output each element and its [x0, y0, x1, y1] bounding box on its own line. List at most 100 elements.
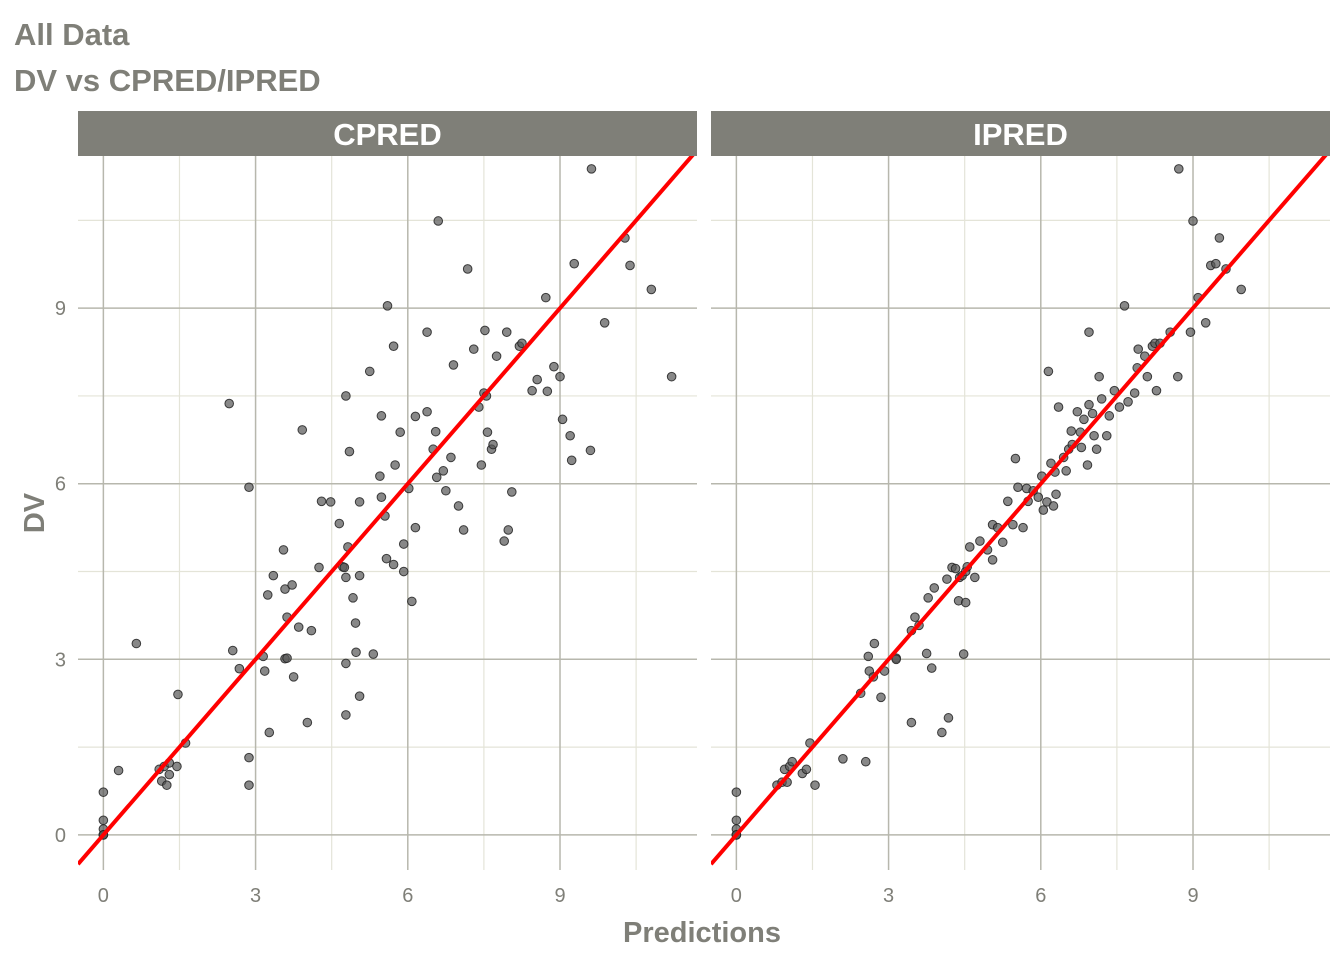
x-axis-title: Predictions	[623, 917, 781, 949]
data-point	[341, 572, 351, 583]
data-point	[1096, 394, 1107, 404]
strip-label: IPRED	[973, 117, 1068, 152]
data-point	[376, 492, 387, 502]
data-point	[943, 713, 954, 723]
data-point	[1211, 258, 1221, 269]
data-point	[1091, 444, 1102, 455]
data-point	[910, 612, 920, 622]
strip-label: CPRED	[333, 117, 442, 152]
data-point	[262, 590, 273, 600]
y-tick-label: 0	[55, 825, 66, 847]
data-point	[348, 593, 358, 603]
data-point	[517, 338, 527, 349]
data-point	[1038, 505, 1049, 515]
data-point	[1053, 402, 1064, 412]
data-point	[259, 666, 270, 676]
data-point	[98, 787, 109, 797]
data-point	[801, 764, 812, 775]
data-point	[364, 366, 375, 377]
data-point	[1172, 371, 1183, 382]
data-point	[422, 406, 432, 417]
y-tick-label: 3	[55, 649, 66, 671]
data-point	[488, 439, 498, 450]
data-point	[468, 344, 479, 354]
data-point	[131, 638, 142, 649]
data-point	[341, 710, 351, 720]
data-point	[172, 761, 182, 772]
data-point	[499, 536, 509, 546]
data-point	[325, 497, 336, 507]
data-point	[161, 780, 172, 790]
y-tick-label: 9	[55, 298, 66, 320]
data-point	[565, 430, 575, 441]
data-point	[1072, 406, 1083, 417]
data-point	[224, 398, 234, 409]
data-point	[958, 649, 969, 659]
data-point	[1046, 458, 1056, 469]
data-point	[1033, 492, 1044, 502]
data-point	[448, 360, 459, 370]
data-point	[625, 260, 635, 271]
data-point	[1003, 496, 1013, 507]
x-tick-label: 6	[402, 885, 413, 907]
data-point	[1010, 453, 1021, 464]
data-point	[227, 645, 238, 656]
data-point	[354, 570, 365, 581]
data-point	[350, 618, 361, 628]
data-point	[476, 460, 487, 470]
data-point	[302, 717, 313, 728]
data-point	[960, 597, 971, 608]
data-point	[585, 445, 596, 456]
data-point	[1101, 430, 1112, 441]
data-point	[341, 391, 351, 401]
data-point	[1043, 366, 1054, 377]
data-point	[430, 426, 441, 437]
data-point	[1008, 519, 1018, 530]
data-point	[264, 727, 275, 738]
x-tick-label: 9	[554, 885, 565, 907]
data-point	[1018, 522, 1028, 533]
data-point	[532, 374, 542, 385]
data-point	[1119, 301, 1130, 311]
data-point	[923, 593, 933, 603]
data-point	[860, 756, 871, 767]
data-point	[491, 351, 502, 361]
data-point	[929, 583, 940, 593]
data-point	[297, 425, 308, 435]
chart-subtitle: DV vs CPRED/IPRED	[14, 63, 321, 98]
data-point	[1174, 164, 1184, 174]
data-point	[282, 653, 292, 663]
data-point	[344, 446, 355, 457]
data-point	[1061, 466, 1071, 476]
data-point	[431, 472, 442, 483]
data-point	[398, 566, 409, 577]
data-point	[382, 301, 393, 311]
data-point	[314, 562, 324, 573]
data-point	[438, 466, 449, 476]
data-point	[555, 371, 565, 382]
data-point	[838, 754, 848, 764]
data-point	[164, 769, 175, 780]
chart-title: All Data	[14, 17, 130, 52]
data-point	[503, 525, 514, 535]
data-point	[453, 501, 464, 511]
data-point	[341, 658, 351, 669]
data-point	[599, 317, 610, 328]
data-point	[407, 596, 417, 607]
y-axis-title: DV	[19, 492, 51, 533]
data-point	[1087, 408, 1098, 419]
data-point	[375, 471, 385, 481]
data-point	[234, 663, 245, 674]
data-point	[1048, 501, 1059, 511]
data-point	[549, 361, 559, 372]
data-point	[334, 518, 345, 529]
data-point	[1200, 317, 1211, 328]
data-point	[376, 411, 387, 421]
data-point	[541, 292, 551, 303]
points-group	[98, 164, 677, 840]
data-point	[1214, 233, 1225, 243]
data-point	[527, 385, 537, 396]
data-point	[1094, 371, 1104, 382]
data-point	[970, 572, 980, 583]
